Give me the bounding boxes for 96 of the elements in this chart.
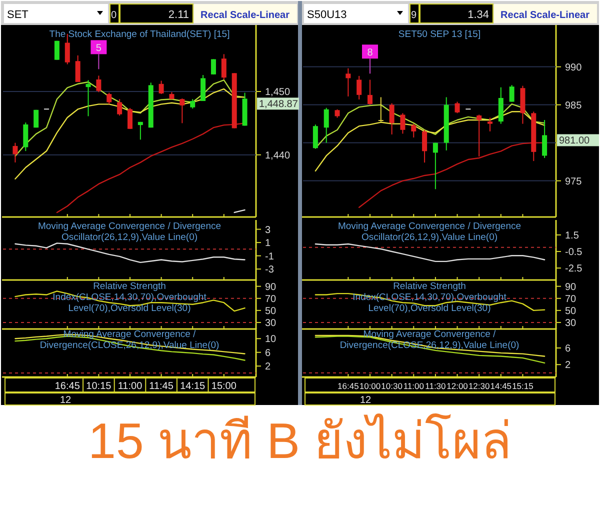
y-tick-label: 1 — [265, 238, 271, 250]
text: 981.00 — [559, 136, 590, 147]
annotation: 8 — [367, 48, 374, 59]
text: Moving Average Convergence / Divergence Oscillator(26,12,9),Value Line(0) — [38, 221, 222, 243]
candlestick — [400, 112, 406, 134]
text: 0 — [111, 10, 117, 21]
y-tick-label: 1,440 — [265, 150, 290, 162]
candlestick — [422, 129, 428, 164]
y-tick-label: 990 — [565, 62, 582, 74]
y-tick-label: -3 — [265, 264, 274, 276]
candlestick — [180, 98, 185, 124]
text: 15 นาที B ยังไม่โผล่ — [88, 413, 512, 469]
line-series — [314, 243, 546, 262]
y-tick-label: 6 — [565, 343, 571, 354]
candlestick — [12, 142, 18, 163]
y-tick-label: -0.5 — [565, 246, 583, 258]
candlestick — [54, 40, 60, 60]
candlestick — [64, 33, 70, 65]
x-tick-label: 10:00 — [359, 381, 381, 391]
candlestick — [389, 102, 394, 135]
line-series — [314, 103, 546, 149]
text: 1.34 — [468, 9, 489, 21]
candlestick — [346, 68, 351, 97]
y-tick-label: 30 — [265, 318, 277, 329]
x-tick-label: 12:00 — [446, 381, 468, 391]
candlestick — [324, 107, 329, 144]
text: Recal Scale-Linear — [500, 10, 590, 21]
x-tick-label: 16:45 — [54, 381, 80, 392]
candlestick — [86, 80, 91, 117]
candlestick — [378, 96, 384, 122]
y-tick-label: -1 — [265, 251, 274, 262]
text: 9 — [411, 10, 417, 21]
annotation: 5 — [96, 43, 102, 54]
y-tick-label: 985 — [565, 100, 582, 112]
candlestick — [200, 74, 206, 102]
x-tick-label: 16:45 — [338, 381, 360, 391]
x-tick-label: 11:45 — [149, 381, 174, 392]
candlestick — [128, 107, 132, 130]
x-tick-label: 14:45 — [490, 381, 512, 391]
y-tick-label: 2 — [265, 362, 271, 373]
candlestick — [432, 142, 438, 190]
x-tick-label: 12:30 — [468, 381, 490, 391]
candlestick — [190, 98, 196, 110]
candlestick — [368, 79, 372, 106]
x-tick-label: 14:15 — [180, 381, 206, 392]
candlestick — [210, 58, 216, 75]
x-tick-label: 11:00 — [403, 381, 424, 391]
x-tick-label: 10:30 — [381, 381, 403, 391]
y-tick-label: 975 — [565, 176, 582, 188]
text: The Stock Exchange of Thailand(SET) [15] — [49, 29, 230, 40]
candlestick — [411, 123, 416, 138]
candlestick — [158, 80, 164, 95]
candlestick — [498, 86, 504, 124]
x-tick-label: 15:15 — [512, 381, 534, 391]
text: Recal Scale-Linear — [200, 10, 290, 21]
y-tick-label: 6 — [265, 348, 271, 359]
y-tick-label: 1.5 — [565, 230, 580, 242]
candlestick — [542, 120, 548, 158]
y-tick-label: 70 — [265, 294, 277, 305]
candlestick — [476, 114, 482, 157]
text: 12 — [60, 395, 72, 406]
candlestick — [312, 124, 318, 149]
y-tick-label: 30 — [565, 318, 577, 329]
y-tick-label: 3 — [265, 224, 271, 236]
line-series — [14, 242, 246, 264]
x-tick-label: 15:00 — [211, 381, 237, 392]
candlestick — [221, 54, 226, 80]
text: S50U13 — [307, 9, 347, 21]
x-tick-label: 10:15 — [86, 381, 112, 392]
candlestick — [138, 121, 143, 140]
candlestick — [23, 122, 28, 152]
y-tick-label: -2.5 — [565, 264, 583, 275]
y-tick-label: 90 — [265, 282, 277, 293]
y-tick-label: 70 — [565, 294, 577, 305]
candlestick — [488, 117, 492, 132]
text: 2.11 — [168, 9, 189, 21]
y-tick-label: 50 — [565, 306, 577, 317]
text: 12 — [360, 395, 372, 406]
x-tick-label: 11:00 — [118, 381, 143, 392]
y-tick-label: 10 — [265, 334, 277, 346]
chart-title: SET50 SEP 13 [15] — [398, 29, 481, 40]
candlestick — [509, 84, 514, 102]
y-tick-label: 1,450 — [265, 87, 290, 98]
candlestick — [106, 92, 112, 105]
candlestick — [454, 101, 460, 114]
candlestick — [117, 98, 122, 116]
candlestick — [75, 54, 80, 82]
text: 1,448.87 — [259, 99, 298, 110]
y-tick-label: 90 — [565, 282, 577, 293]
text: SET — [7, 9, 29, 21]
text: Moving Average Convergence / Divergence Oscillator(26,12,9),Value Line(0) — [338, 221, 522, 243]
y-tick-label: 50 — [265, 306, 277, 317]
x-tick-label: 11:30 — [425, 381, 446, 391]
candlestick — [356, 75, 362, 100]
candlestick — [96, 75, 102, 93]
y-tick-label: 2 — [565, 360, 571, 372]
